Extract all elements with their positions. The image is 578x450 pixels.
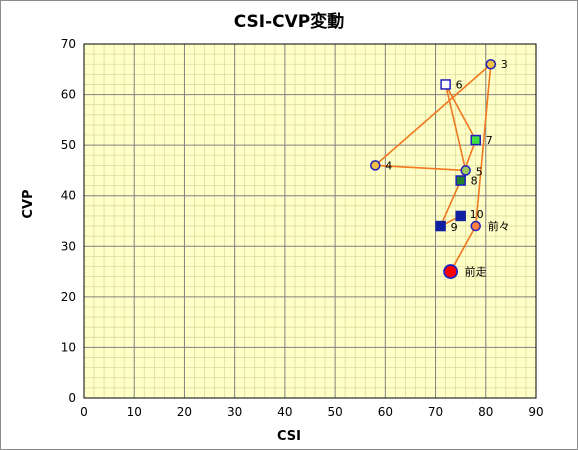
connector-line xyxy=(439,180,462,227)
point-marker xyxy=(460,165,471,176)
x-tick-label: 70 xyxy=(428,405,443,419)
y-tick-label: 20 xyxy=(61,290,76,304)
point-label: 前走 xyxy=(465,265,487,279)
plot-border xyxy=(83,43,537,399)
point-label: 10 xyxy=(470,208,484,221)
x-tick-label: 30 xyxy=(227,405,242,419)
point-marker xyxy=(455,175,466,186)
y-axis-label: CVP xyxy=(21,189,36,218)
x-tick-label: 40 xyxy=(277,405,292,419)
x-tick-label: 90 xyxy=(528,405,543,419)
connector-line xyxy=(444,84,467,171)
point-label: 4 xyxy=(385,159,392,172)
point-marker xyxy=(470,134,481,146)
y-tick-label: 10 xyxy=(61,340,76,354)
point-label: 7 xyxy=(486,134,493,147)
x-axis-label: CSI xyxy=(277,429,301,444)
connector-line xyxy=(474,64,492,227)
connector-line xyxy=(449,225,477,272)
point-label: 9 xyxy=(451,221,458,234)
x-tick-label: 20 xyxy=(177,405,192,419)
point-marker xyxy=(435,220,446,232)
point-marker xyxy=(443,264,459,279)
y-tick-label: 50 xyxy=(61,138,76,152)
point-marker xyxy=(485,58,497,70)
y-tick-label: 0 xyxy=(68,391,76,405)
point-marker xyxy=(370,160,381,171)
plot-area xyxy=(83,43,537,399)
point-label: 前々 xyxy=(488,219,510,233)
connector-line xyxy=(374,63,492,166)
point-marker xyxy=(440,79,451,90)
y-tick-label: 40 xyxy=(61,189,76,203)
x-tick-label: 0 xyxy=(80,405,88,419)
x-tick-label: 80 xyxy=(478,405,493,419)
x-tick-label: 10 xyxy=(127,405,142,419)
x-tick-label: 60 xyxy=(378,405,393,419)
connector-line xyxy=(375,164,466,172)
point-label: 3 xyxy=(501,58,508,71)
connector-line xyxy=(444,84,477,141)
point-label: 5 xyxy=(476,165,483,178)
y-tick-label: 60 xyxy=(61,88,76,102)
x-tick-label: 50 xyxy=(327,405,342,419)
point-marker xyxy=(455,210,466,222)
point-label: 8 xyxy=(471,175,478,188)
point-label: 6 xyxy=(456,78,463,91)
point-marker xyxy=(470,220,481,232)
y-tick-label: 30 xyxy=(61,239,76,253)
chart-title: CSI-CVP変動 xyxy=(234,11,345,32)
y-tick-label: 70 xyxy=(61,37,76,51)
